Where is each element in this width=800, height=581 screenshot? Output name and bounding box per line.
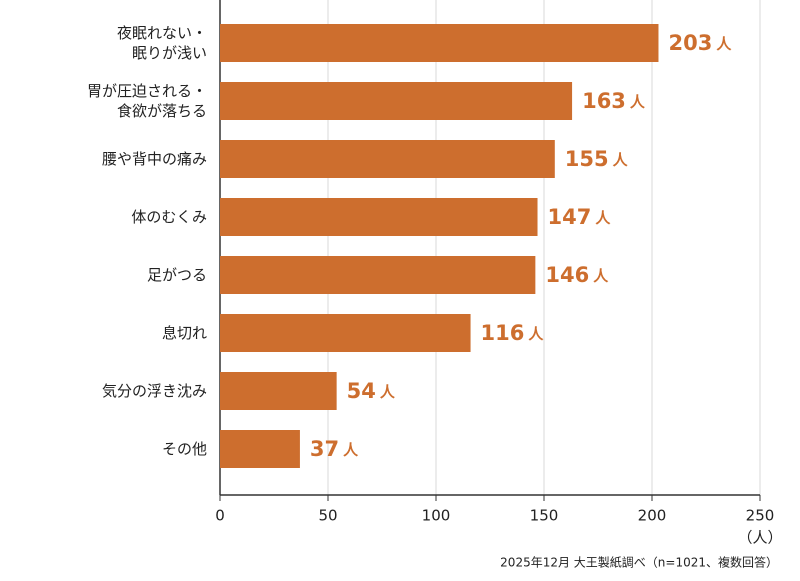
- value-label: 147 人: [548, 205, 612, 229]
- value-number: 163: [582, 89, 626, 113]
- bar: [220, 140, 555, 178]
- x-tick-label: 250: [746, 507, 775, 525]
- bar: [220, 82, 573, 120]
- x-tick-label: 200: [638, 507, 667, 525]
- y-tick-label: 胃が圧迫される・ 食欲が落ちる: [86, 82, 207, 120]
- value-number: 146: [545, 263, 589, 287]
- value-number: 203: [668, 31, 712, 55]
- value-label: 203 人: [668, 31, 732, 55]
- value-unit: 人: [343, 441, 359, 459]
- value-unit: 人: [716, 35, 732, 53]
- x-tick-label: 100: [422, 507, 451, 525]
- y-tick-label: その他: [161, 440, 207, 458]
- bar: [220, 256, 536, 294]
- value-number: 155: [565, 147, 609, 171]
- bar: [220, 314, 471, 352]
- value-unit: 人: [380, 383, 396, 401]
- y-tick-label: 息切れ: [161, 324, 207, 342]
- value-label: 116 人: [481, 321, 545, 345]
- value-number: 116: [481, 321, 525, 345]
- x-tick-label: 150: [530, 507, 559, 525]
- value-label: 37 人: [310, 437, 359, 461]
- value-unit: 人: [595, 209, 611, 227]
- value-number: 37: [310, 437, 339, 461]
- value-unit: 人: [593, 267, 609, 285]
- value-number: 54: [347, 379, 376, 403]
- value-label: 155 人: [565, 147, 629, 171]
- source-note: 2025年12月 大王製紙調べ（n=1021、複数回答）: [500, 555, 778, 570]
- value-number: 147: [548, 205, 592, 229]
- value-unit: 人: [630, 93, 646, 111]
- y-tick-label: 腰や背中の痛み: [101, 150, 207, 168]
- y-tick-label: 体のむくみ: [131, 208, 207, 226]
- y-tick-label: 気分の浮き沈み: [101, 382, 207, 400]
- value-unit: 人: [528, 325, 544, 343]
- bar: [220, 24, 659, 62]
- bar: [220, 198, 538, 236]
- value-label: 54 人: [347, 379, 396, 403]
- bar: [220, 372, 337, 410]
- value-unit: 人: [613, 151, 629, 169]
- x-tick-label: 50: [318, 507, 337, 525]
- value-label: 163 人: [582, 89, 646, 113]
- x-axis-label: （人）: [737, 529, 782, 547]
- x-tick-label: 0: [215, 507, 225, 525]
- y-tick-label: 夜眠れない・ 眠りが浅い: [116, 24, 207, 62]
- bar: [220, 430, 300, 468]
- value-label: 146 人: [545, 263, 609, 287]
- y-tick-label: 足がつる: [146, 266, 207, 284]
